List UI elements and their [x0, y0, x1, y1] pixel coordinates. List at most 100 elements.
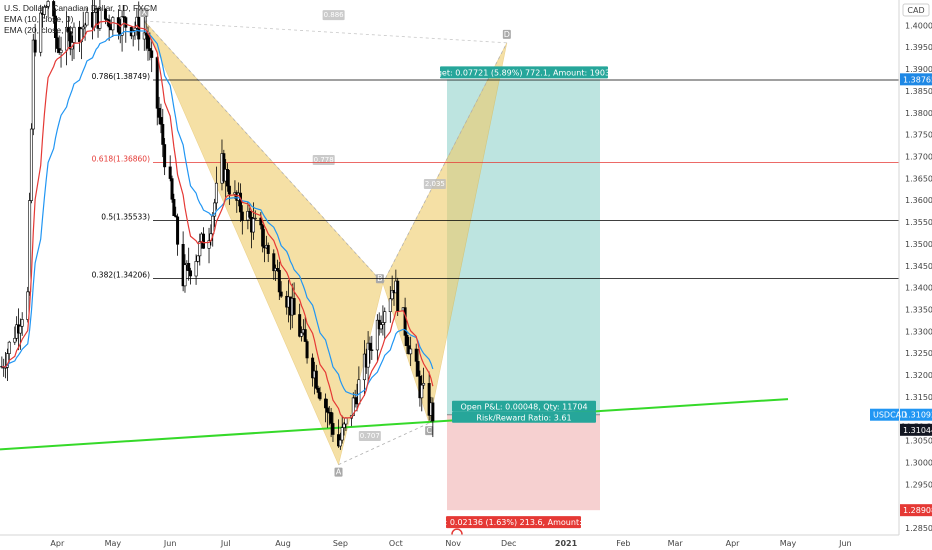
candle: [83, 22, 87, 41]
candle-body: [148, 48, 152, 52]
price-tick: 1.39000: [905, 65, 932, 74]
candle-body: [381, 322, 385, 325]
candle: [370, 335, 374, 360]
candle: [155, 56, 159, 126]
candle-body: [300, 332, 304, 337]
time-tick: Sep: [333, 539, 348, 548]
fib-levels: 0.786(1.38749) 0.618(1.36860) 0.5(1.35533)…: [92, 72, 899, 280]
target-price-tag-box: [900, 73, 932, 86]
currency-button-box: [902, 3, 930, 17]
candle-body: [146, 34, 150, 49]
candle: [170, 175, 174, 203]
risk-reward-label: Risk/Reward Ratio: 3.61: [476, 414, 571, 423]
candle: [266, 242, 270, 263]
candle-body: [83, 24, 87, 28]
candle-body: [189, 270, 193, 277]
candle-body: [222, 153, 226, 182]
candle-body: [33, 39, 37, 53]
candle-body: [55, 37, 59, 49]
candle: [366, 331, 370, 383]
candle-body: [196, 255, 200, 262]
candle-body: [28, 200, 32, 293]
candle-body: [351, 397, 355, 416]
stop-label: Stop: 0.02136 (1.63%) 213.6, Amount: 750: [426, 518, 599, 527]
price-tick: 1.34500: [905, 262, 932, 271]
candle: [325, 398, 329, 428]
candle: [59, 36, 63, 68]
price-tick: 1.32500: [905, 349, 932, 358]
symbol-name-label: USDCAD: [873, 411, 907, 420]
candle: [42, 4, 46, 19]
pattern-point-box: [334, 467, 343, 477]
candle: [279, 281, 283, 298]
time-tick: Apr: [726, 539, 741, 548]
candle-body: [213, 202, 217, 217]
candle-body: [314, 370, 318, 389]
price-tick: 1.36500: [905, 174, 932, 183]
candle: [318, 386, 322, 401]
candle: [157, 96, 161, 125]
fib-label: 0.786(1.38749): [92, 72, 150, 81]
candle: [331, 412, 335, 443]
candle-body: [168, 166, 172, 179]
candle-body: [226, 169, 230, 187]
pattern-line-ac: [338, 422, 430, 465]
candle-body: [176, 216, 180, 245]
fib-label: 0.382(1.34206): [92, 271, 150, 280]
candle: [305, 339, 309, 364]
time-tick: Feb: [616, 539, 630, 548]
price-tick: 1.34000: [905, 284, 932, 293]
pattern-line-xb: [143, 20, 384, 284]
candle: [159, 103, 163, 134]
candle: [98, 0, 102, 31]
candle: [28, 192, 32, 296]
candle: [168, 155, 172, 182]
price-tick: 1.28500: [905, 524, 932, 533]
candle-body: [248, 210, 252, 218]
price-axis-bg: [899, 0, 932, 550]
candle-body: [170, 178, 174, 200]
candle: [427, 371, 431, 421]
candle: [44, 4, 48, 8]
candle-body: [183, 264, 187, 287]
candle: [340, 415, 344, 444]
pattern-ratio: 0.778: [312, 155, 335, 165]
candle-body: [214, 182, 218, 204]
candle-body: [157, 107, 161, 118]
candle-body: [29, 128, 33, 201]
price-tick: 1.33000: [905, 327, 932, 336]
candle-body: [403, 307, 407, 336]
pattern-point-label: C: [426, 426, 432, 435]
pattern-ratio: 0.707: [358, 431, 381, 441]
candle-body: [344, 417, 348, 425]
pattern-ratio: 0.886: [322, 10, 345, 21]
candle-body: [42, 6, 46, 15]
time-axis-bg: [0, 535, 932, 550]
candle-body: [311, 357, 315, 379]
candle-body: [331, 423, 335, 435]
candle: [26, 286, 30, 323]
legend-ema20: EMA (20, close, 0): [4, 25, 74, 35]
candle: [33, 23, 37, 57]
stop-label-box: [446, 516, 581, 529]
currency-button[interactable]: CAD: [902, 3, 930, 17]
pattern-ratio-label: 0.707: [360, 432, 380, 440]
candle-body: [272, 253, 276, 272]
candle-body: [422, 383, 426, 386]
pattern-ratio-box: [322, 10, 345, 21]
candle: [390, 275, 394, 301]
pattern-point-A: A: [334, 467, 343, 477]
candle: [329, 407, 333, 438]
candle: [240, 205, 244, 235]
candle: [211, 212, 215, 247]
ema10-line: [1, 20, 434, 419]
open-pnl-label: Open P&L: 0.00048, Qty: 11704: [460, 403, 587, 412]
pattern-ratio-box: [423, 179, 446, 189]
candle: [431, 397, 435, 438]
candle-body: [68, 31, 72, 50]
candle: [187, 247, 191, 281]
candle: [251, 202, 255, 240]
legend-symbol: U.S. Dollar / Canadian Dollar, 1D, FXCM: [4, 3, 158, 13]
